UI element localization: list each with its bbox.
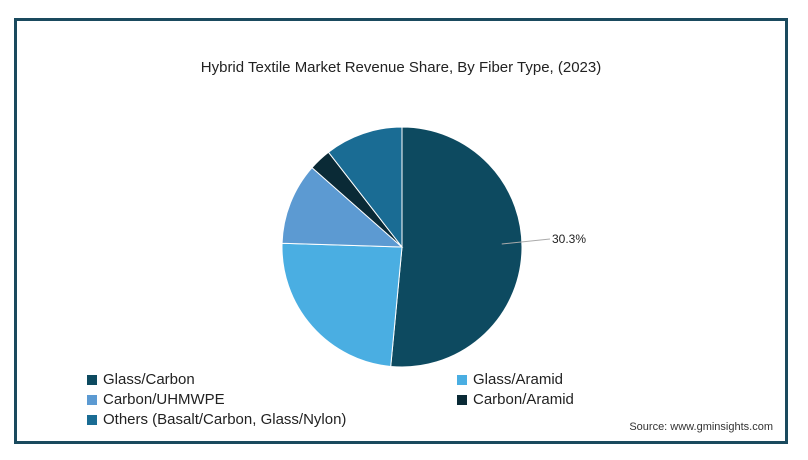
legend-swatch (87, 414, 97, 425)
legend-item-carbon-aramid: Carbon/Aramid (457, 391, 574, 408)
legend-swatch (87, 394, 97, 405)
legend-swatch (87, 374, 97, 385)
chart-frame: Hybrid Textile Market Revenue Share, By … (14, 18, 788, 444)
chart-title: Hybrid Textile Market Revenue Share, By … (200, 59, 602, 76)
source-note: Source: www.gminsights.com (629, 421, 773, 433)
pie-chart: 30.3% (281, 126, 586, 368)
annotation-leader-line (501, 238, 551, 245)
legend-swatch (457, 394, 467, 405)
annotation-label: 30.3% (552, 232, 586, 246)
legend-label: Glass/Carbon (103, 371, 195, 388)
legend-label: Carbon/Aramid (473, 391, 574, 408)
legend-item-others: Others (Basalt/Carbon, Glass/Nylon) (87, 411, 346, 428)
legend-label: Glass/Aramid (473, 371, 564, 388)
pie-slice-carbon-uhmwpe (281, 166, 404, 248)
legend-swatch (457, 374, 467, 385)
pie-slices (281, 126, 523, 368)
legend-item-glass-aramid: Glass/Aramid (457, 371, 563, 388)
pie-slice-glass-carbon (390, 126, 523, 368)
pie-slice-others-basalt-carbon-glass-nylon (327, 126, 403, 249)
legend-label: Others (Basalt/Carbon, Glass/Nylon) (103, 411, 347, 428)
pie-slice-glass-aramid (281, 242, 403, 368)
legend-item-glass-carbon: Glass/Carbon (87, 371, 195, 388)
legend-label: Carbon/UHMWPE (103, 391, 225, 408)
legend-item-carbon-uhmwpe: Carbon/UHMWPE (87, 391, 225, 408)
